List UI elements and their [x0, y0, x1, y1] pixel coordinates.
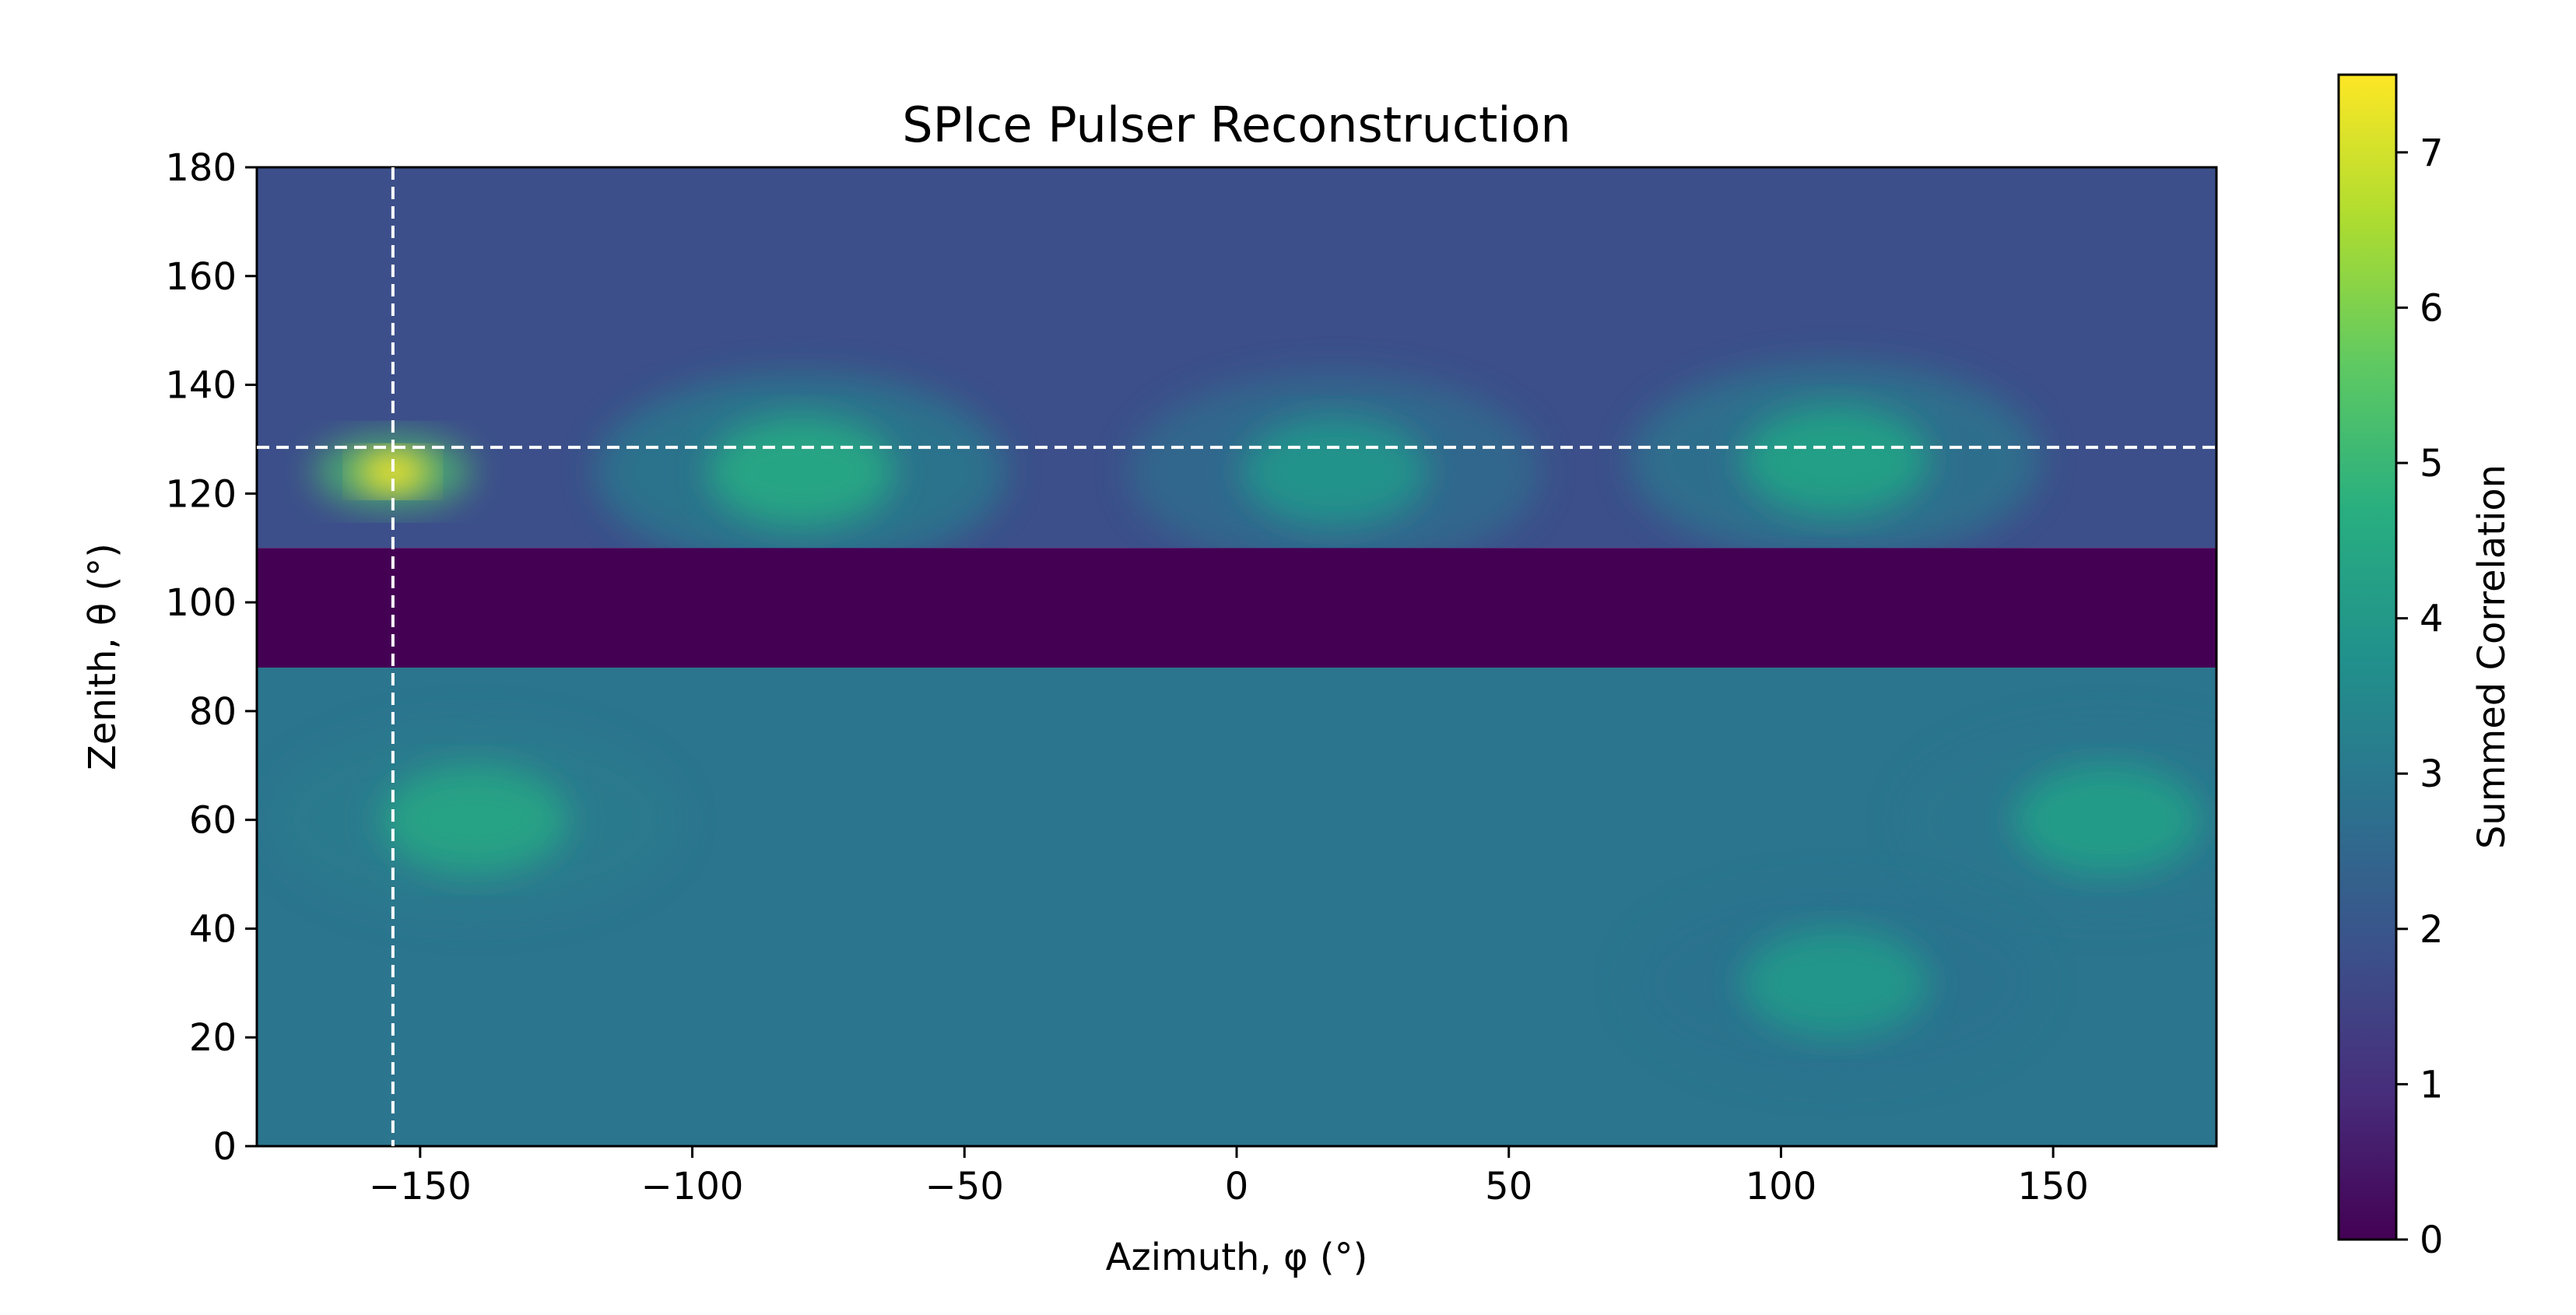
x-tick-label: 150 — [2017, 1165, 2089, 1208]
y-tick-label: 40 — [189, 907, 237, 951]
masked-band — [257, 548, 2216, 668]
heatmap-hotspot-2 — [1241, 417, 1428, 527]
plot-area — [257, 167, 2216, 1146]
colorbar-tick-label: 6 — [2420, 286, 2444, 330]
heatmap-hotspot-0 — [356, 451, 429, 493]
colorbar-gradient — [2337, 73, 2398, 1241]
heatmap-hotspot-6 — [1742, 928, 1929, 1038]
y-tick-label: 160 — [165, 255, 237, 299]
chart-title: SPIce Pulser Reconstruction — [902, 96, 1571, 153]
y-tick-label: 120 — [165, 472, 237, 516]
colorbar-tick-label: 5 — [2420, 442, 2444, 486]
heatmap-hotspot-4 — [381, 765, 568, 875]
y-tick-label: 60 — [189, 799, 237, 843]
colorbar-label: Summed Correlation — [2470, 465, 2514, 849]
x-tick-label: −50 — [925, 1165, 1004, 1208]
colorbar-tick-label: 1 — [2420, 1063, 2444, 1106]
y-tick-label: 80 — [189, 690, 237, 734]
x-tick-label: 0 — [1225, 1165, 1249, 1208]
y-tick-label: 0 — [212, 1125, 237, 1169]
heatmap-hotspot-3 — [1742, 406, 1929, 516]
colorbar-tick-label: 3 — [2420, 752, 2444, 796]
y-tick-label: 100 — [165, 581, 237, 625]
colorbar: 0 1 2 3 4 5 6 7 Summed Correlation — [2337, 73, 2514, 1262]
heatmap-field — [257, 167, 2216, 1146]
colorbar-ticks: 0 1 2 3 4 5 6 7 — [2396, 132, 2444, 1262]
colorbar-tick-label: 0 — [2420, 1219, 2444, 1262]
masked-band-layer — [257, 548, 2216, 668]
x-tick-label: 100 — [1746, 1165, 1817, 1208]
x-axis-ticks: −150 −100 −50 0 50 100 150 — [369, 1146, 2089, 1208]
y-axis-label: Zenith, θ (°) — [81, 543, 125, 770]
colorbar-tick-label: 4 — [2420, 598, 2444, 641]
x-tick-label: −150 — [369, 1165, 472, 1208]
y-tick-label: 20 — [189, 1016, 237, 1060]
y-tick-label: 140 — [165, 364, 237, 408]
colorbar-tick-label: 2 — [2420, 908, 2444, 952]
colorbar-tick-label: 7 — [2420, 132, 2444, 175]
reference-lines — [257, 167, 2216, 1146]
y-axis-ticks: 0 20 40 60 80 100 120 140 160 180 — [165, 146, 257, 1169]
heatmap-hotspot-1 — [707, 417, 895, 527]
x-tick-label: −100 — [641, 1165, 744, 1208]
x-tick-label: 50 — [1485, 1165, 1532, 1208]
x-axis-label: Azimuth, φ (°) — [1106, 1236, 1368, 1279]
y-tick-label: 180 — [165, 146, 237, 190]
heatmap-hotspot-5 — [2014, 765, 2202, 875]
